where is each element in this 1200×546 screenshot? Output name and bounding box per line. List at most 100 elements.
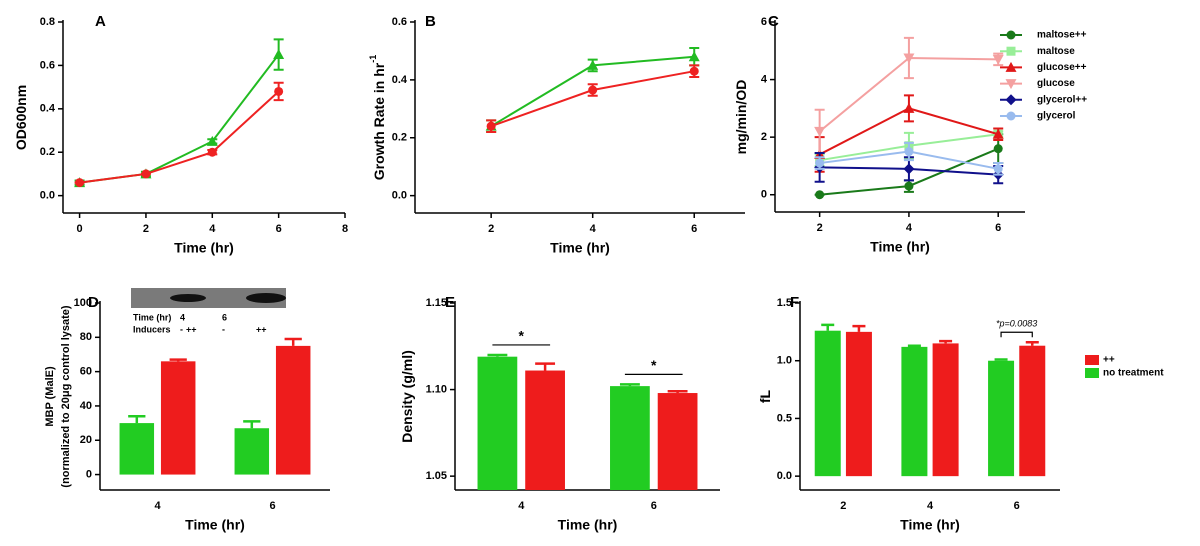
y-tick-label: 1.5 xyxy=(777,297,792,309)
y-axis-label: fL xyxy=(757,389,773,403)
marker xyxy=(815,158,825,168)
error-bar xyxy=(284,337,302,346)
y-axis-label: OD600nm xyxy=(13,85,29,150)
bar xyxy=(932,343,959,477)
legend-label: glucose xyxy=(1037,78,1075,89)
bar xyxy=(845,331,872,477)
legend-swatch xyxy=(1085,355,1099,365)
y-tick-label: 0.8 xyxy=(40,16,55,28)
bar xyxy=(160,361,196,475)
marker xyxy=(689,66,699,76)
marker xyxy=(993,144,1003,154)
x-tick-label: 6 xyxy=(276,223,282,235)
marker xyxy=(815,190,825,200)
x-tick-label: 0 xyxy=(77,223,83,235)
legend-label: maltose++ xyxy=(1037,30,1087,41)
blot-band xyxy=(170,294,206,302)
y-tick-label: 80 xyxy=(80,331,92,343)
x-tick-label: 6 xyxy=(269,500,275,512)
legend-label: maltose xyxy=(1037,46,1075,57)
inset-label: Time (hr) xyxy=(133,312,171,322)
panel-letter: B xyxy=(425,13,436,30)
y-tick-label: 0 xyxy=(86,468,92,480)
marker xyxy=(904,181,914,191)
error-bar xyxy=(907,344,921,347)
x-tick-label: 4 xyxy=(927,500,934,512)
marker xyxy=(75,178,85,188)
bar xyxy=(610,386,650,490)
y-tick-label: 0.2 xyxy=(392,132,407,144)
x-tick-label: 6 xyxy=(651,500,657,512)
y-tick-label: 40 xyxy=(80,400,92,412)
x-tick-label: 6 xyxy=(691,223,697,235)
bar xyxy=(988,360,1015,477)
y-tick-label: 1.15 xyxy=(426,297,447,309)
error-bar xyxy=(243,420,261,429)
marker xyxy=(588,85,598,95)
bar xyxy=(657,393,698,490)
bar xyxy=(275,345,311,475)
inset-label: - xyxy=(222,324,225,334)
error-bar xyxy=(852,324,866,332)
series-line xyxy=(79,90,280,184)
bar xyxy=(525,370,565,490)
y-axis-label: Density (g/ml) xyxy=(399,350,415,443)
y-tick-label: 0.5 xyxy=(777,412,792,424)
x-axis-label: Time (hr) xyxy=(174,240,234,256)
inset-label: Inducers xyxy=(133,324,171,334)
y-tick-label: 100 xyxy=(74,297,92,309)
y-axis-label: Growth Rate in hr-1 xyxy=(368,55,386,180)
y-axis-label-text: mg/min/OD xyxy=(733,80,749,155)
legend-label: ++ xyxy=(1103,355,1115,366)
y-tick-label: 0.4 xyxy=(40,103,56,115)
marker xyxy=(1006,111,1016,121)
y-tick-label: 1.10 xyxy=(426,383,447,395)
marker xyxy=(206,135,218,146)
marker xyxy=(993,164,1003,174)
marker xyxy=(1005,94,1017,106)
y-axis-label: mg/min/OD xyxy=(733,80,749,155)
legend-swatch xyxy=(1085,368,1099,378)
blot-image xyxy=(131,288,286,308)
y-tick-label: 1.05 xyxy=(426,470,447,482)
y-tick-label: 2 xyxy=(761,131,767,143)
y-axis-label-text: OD600nm xyxy=(13,85,29,150)
x-tick-label: 2 xyxy=(488,223,494,235)
x-tick-label: 2 xyxy=(143,223,149,235)
panel-letter: D xyxy=(88,294,99,311)
series-line xyxy=(490,70,695,128)
error-bar xyxy=(169,358,187,362)
marker xyxy=(1006,46,1016,56)
y-axis-label-text: Growth Rate in hr xyxy=(371,62,387,180)
x-tick-label: 8 xyxy=(342,223,348,235)
marker xyxy=(904,147,914,157)
y-tick-label: 4 xyxy=(761,73,768,85)
inset-label: - xyxy=(180,324,183,334)
x-tick-label: 4 xyxy=(154,500,161,512)
x-tick-label: 4 xyxy=(518,500,525,512)
y-axis-label-text: Density (g/ml) xyxy=(399,350,415,443)
panel-letter: A xyxy=(95,13,106,30)
y-tick-label: 0.0 xyxy=(392,190,407,202)
x-tick-label: 4 xyxy=(209,223,216,235)
marker xyxy=(1005,61,1017,72)
significance-label: * xyxy=(651,357,657,373)
marker xyxy=(273,49,285,60)
y-tick-label: 1.0 xyxy=(777,355,792,367)
error-bar xyxy=(667,390,688,394)
legend-label: glycerol xyxy=(1037,111,1076,122)
error-bar xyxy=(619,383,640,387)
panel-letter: F xyxy=(790,294,799,311)
bar xyxy=(1019,345,1046,477)
inset-label: 4 xyxy=(180,312,185,322)
marker xyxy=(992,128,1004,139)
marker xyxy=(903,163,915,175)
legend-label: glycerol++ xyxy=(1037,94,1087,105)
legend-label: glucose++ xyxy=(1037,62,1087,73)
error-bar xyxy=(994,358,1008,361)
error-bar xyxy=(1025,340,1039,346)
legend-label: no treatment xyxy=(1103,368,1164,379)
marker xyxy=(274,86,284,96)
marker xyxy=(1005,79,1017,90)
